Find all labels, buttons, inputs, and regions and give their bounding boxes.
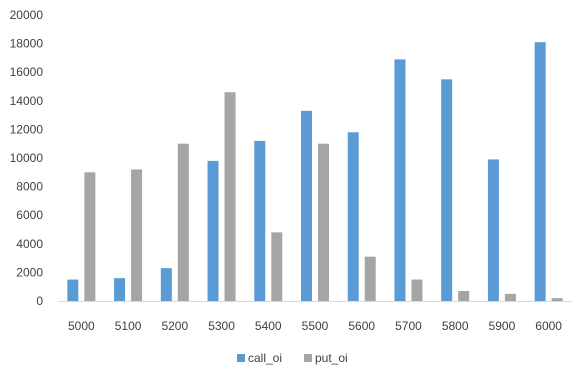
bar-call-oi-5200 (160, 268, 172, 301)
y-tick-label: 2000 (16, 265, 43, 279)
y-tick-label: 0 (36, 294, 43, 308)
x-tick-label: 5000 (68, 319, 95, 333)
bar-put-oi-5000 (84, 172, 96, 301)
bar-call-oi-5800 (441, 79, 453, 301)
y-tick-label: 10000 (10, 151, 44, 165)
y-tick-label: 16000 (10, 65, 44, 79)
x-tick-label: 5500 (302, 319, 329, 333)
bar-put-oi-5100 (131, 169, 143, 301)
y-tick-label: 18000 (10, 37, 44, 51)
bar-put-oi-5600 (364, 256, 376, 301)
bar-put-oi-6000 (551, 298, 563, 301)
bar-put-oi-5700 (411, 279, 423, 301)
bar-put-oi-5800 (458, 290, 470, 301)
bar-call-oi-5900 (487, 159, 499, 301)
bar-call-oi-5500 (301, 110, 312, 301)
y-tick-label: 14000 (10, 94, 44, 108)
bar-call-oi-6000 (534, 42, 546, 302)
legend-swatch-put-oi (304, 354, 312, 362)
y-tick-label: 4000 (16, 237, 43, 251)
bar-call-oi-5400 (254, 140, 266, 301)
bar-put-oi-5400 (271, 232, 283, 301)
y-tick-label: 12000 (10, 122, 44, 136)
bar-call-oi-5000 (67, 279, 79, 301)
bar-call-oi-5700 (394, 59, 406, 301)
bar-call-oi-5600 (347, 132, 359, 301)
x-tick-label: 5700 (395, 319, 422, 333)
bar-call-oi-5300 (207, 160, 219, 301)
x-tick-label: 6000 (535, 319, 562, 333)
x-tick-label: 5600 (348, 319, 375, 333)
x-tick-label: 5100 (115, 319, 142, 333)
bars (67, 42, 563, 302)
y-tick-label: 8000 (16, 180, 43, 194)
legend-label-put-oi: put_oi (315, 351, 348, 365)
x-axis-ticks: 5000 5100 5200 5300 5400 5500 5600 5700 5800 5900… (68, 319, 562, 333)
x-tick-label: 5200 (161, 319, 188, 333)
bar-put-oi-5900 (504, 293, 516, 301)
bar-put-oi-5200 (177, 143, 189, 301)
x-tick-label: 5800 (442, 319, 469, 333)
x-tick-label: 5300 (208, 319, 235, 333)
bar-call-oi-5100 (114, 278, 126, 301)
y-tick-label: 20000 (10, 8, 44, 22)
bar-put-oi-5300 (224, 92, 236, 301)
y-tick-label: 6000 (16, 208, 43, 222)
legend: call_oi put_oi (237, 351, 348, 365)
legend-label-call-oi: call_oi (248, 351, 282, 365)
x-tick-label: 5400 (255, 319, 282, 333)
bar-put-oi-5500 (318, 143, 329, 301)
legend-swatch-call-oi (237, 354, 245, 362)
x-tick-label: 5900 (489, 319, 516, 333)
y-axis-ticks: 0 2000 4000 6000 8000 10000 12000 14000 16000 180… (10, 8, 44, 308)
